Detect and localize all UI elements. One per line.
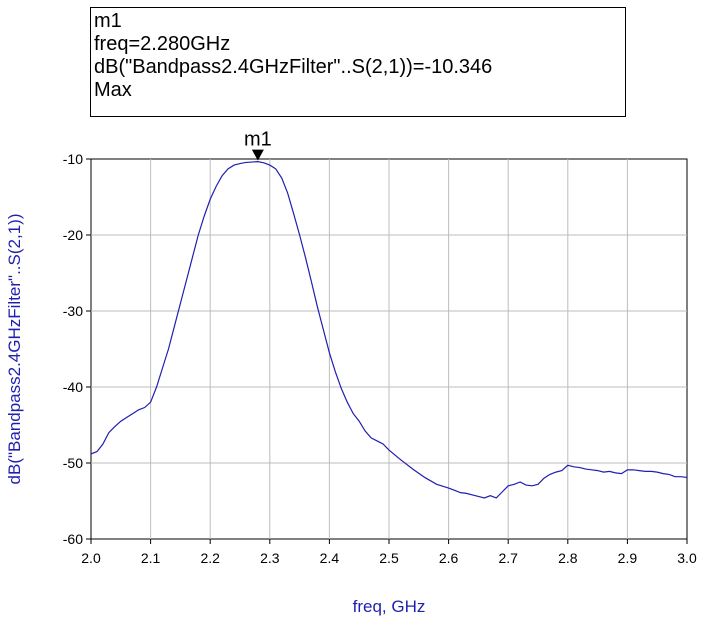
- x-tick-label: 2.8: [558, 550, 578, 566]
- marker-readout-box: m1 freq=2.280GHz dB("Bandpass2.4GHzFilte…: [90, 7, 626, 117]
- y-axis-label: dB("Bandpass2.4GHzFilter"..S(2,1)): [5, 214, 24, 485]
- x-tick-label: 2.4: [320, 550, 340, 566]
- x-tick-label: 2.3: [260, 550, 280, 566]
- grid: [91, 159, 687, 539]
- marker-value: dB("Bandpass2.4GHzFilter"..S(2,1))=-10.3…: [94, 56, 493, 78]
- marker-name: m1: [94, 10, 122, 32]
- marker-mode: Max: [94, 79, 132, 101]
- marker-label: m1: [244, 129, 272, 151]
- marker-freq: freq=2.280GHz: [94, 33, 231, 55]
- x-tick-label: 2.7: [498, 550, 518, 566]
- y-tick-label: -10: [63, 151, 83, 167]
- x-tick-label: 2.0: [81, 550, 101, 566]
- x-tick-label: 2.5: [379, 550, 399, 566]
- x-tick-labels: 2.0 2.1 2.2 2.3 2.4 2.5 2.6 2.7 2.8 2.9 3.0: [81, 539, 697, 566]
- y-tick-label: -20: [63, 227, 83, 243]
- x-tick-label: 2.9: [618, 550, 638, 566]
- x-tick-label: 2.2: [200, 550, 220, 566]
- y-tick-labels: -10 -20 -30 -40 -50 -60: [63, 151, 91, 547]
- x-tick-label: 2.1: [141, 550, 161, 566]
- s21-trace: [90, 161, 688, 499]
- marker-triangle: [251, 149, 264, 161]
- y-tick-label: -60: [63, 531, 83, 547]
- x-axis-label: freq, GHz: [353, 597, 426, 616]
- y-tick-label: -40: [63, 379, 83, 395]
- x-tick-label: 2.6: [439, 550, 459, 566]
- x-tick-label: 3.0: [677, 550, 697, 566]
- y-tick-label: -50: [63, 455, 83, 471]
- y-tick-label: -30: [63, 303, 83, 319]
